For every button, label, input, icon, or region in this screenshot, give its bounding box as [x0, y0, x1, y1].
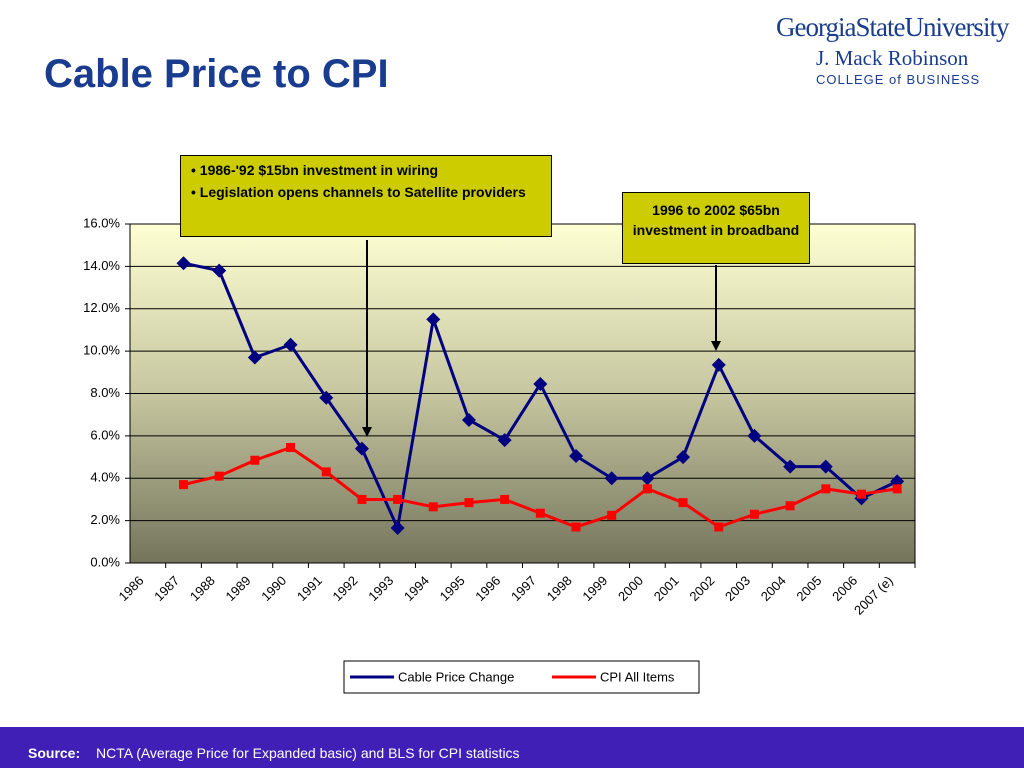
x-tick-label: 1993: [365, 573, 396, 604]
marker: [640, 471, 655, 486]
marker: [390, 521, 405, 536]
marker: [319, 390, 334, 405]
source-label: Source:: [28, 745, 81, 761]
legend-label: Cable Price Change: [398, 669, 514, 684]
y-tick-label: 12.0%: [83, 300, 120, 315]
marker: [247, 350, 262, 365]
marker: [892, 484, 902, 494]
marker: [464, 498, 474, 508]
marker: [212, 263, 227, 278]
annotation: 1996 to 2002 $65bn investment in broadba…: [622, 192, 810, 264]
marker: [571, 522, 581, 532]
marker: [321, 467, 331, 477]
x-tick-label: 2007 (e): [851, 573, 896, 618]
marker: [179, 480, 189, 490]
marker: [821, 484, 831, 494]
chart: 0.0% 2.0% 4.0% 6.0% 8.0% 10.0% 12.0% 14.0% 16.0%…: [83, 215, 916, 694]
marker: [535, 508, 545, 518]
marker: [678, 498, 688, 508]
arrow-head: [711, 341, 721, 351]
x-tick-label: 2000: [615, 573, 646, 604]
x-tick-label: 1989: [223, 573, 254, 604]
source-text: NCTA (Average Price for Expanded basic) …: [96, 745, 520, 761]
marker: [214, 471, 224, 481]
arrow-head: [362, 427, 372, 437]
x-tick-label: 1992: [330, 573, 361, 604]
x-tick-label: 1998: [544, 573, 575, 604]
marker: [461, 412, 476, 427]
marker: [785, 501, 795, 511]
marker: [283, 337, 298, 352]
logo-school: J. Mack Robinson: [816, 46, 969, 70]
marker: [428, 502, 438, 512]
slide-title: Cable Price to CPI: [44, 52, 389, 96]
annotation-bullet: • 1986-'92 $15bn investment in wiring: [191, 162, 439, 178]
marker: [711, 357, 726, 372]
y-tick-label: 6.0%: [90, 427, 120, 442]
marker: [747, 428, 762, 443]
marker: [749, 509, 759, 519]
annotation-bullet: • Legislation opens channels to Satellit…: [191, 184, 526, 200]
x-tick-label: 1997: [508, 573, 539, 604]
x-tick-label: 1990: [258, 573, 289, 604]
x-tick-label: 2003: [722, 573, 753, 604]
marker: [500, 494, 510, 504]
y-tick-label: 4.0%: [90, 470, 120, 485]
x-tick-label: 2004: [758, 573, 789, 604]
logo-university: GeorgiaStateUniversity: [776, 12, 1009, 42]
marker: [642, 484, 652, 494]
x-tick-label: 1995: [437, 573, 468, 604]
marker: [818, 459, 833, 474]
marker: [569, 449, 584, 464]
x-tick-label: 1986: [115, 573, 146, 604]
logo-college: COLLEGE of BUSINESS: [816, 72, 981, 87]
x-tick-label: 1996: [472, 573, 503, 604]
marker: [714, 522, 724, 532]
x-tick-label: 2005: [793, 573, 824, 604]
marker: [497, 433, 512, 448]
legend-label: CPI All Items: [600, 669, 675, 684]
marker: [676, 450, 691, 465]
legend: [343, 660, 700, 694]
marker: [426, 312, 441, 327]
annotation: • 1986-'92 $15bn investment in wiring • …: [180, 155, 552, 237]
marker: [354, 441, 369, 456]
marker: [286, 443, 296, 453]
marker: [176, 256, 191, 271]
x-tick-label: 1991: [294, 573, 325, 604]
marker: [250, 455, 260, 465]
marker: [607, 510, 617, 520]
x-tick-label: 2002: [686, 573, 717, 604]
x-tick-label: 1999: [579, 573, 610, 604]
x-tick-label: 1994: [401, 573, 432, 604]
x-tick-label: 2006: [829, 573, 860, 604]
marker: [357, 494, 367, 504]
marker: [856, 489, 866, 499]
x-tick-label: 1988: [187, 573, 218, 604]
marker: [393, 494, 403, 504]
marker: [533, 376, 548, 391]
y-tick-label: 2.0%: [90, 512, 120, 527]
y-tick-label: 0.0%: [90, 554, 120, 569]
marker: [783, 459, 798, 474]
y-tick-label: 14.0%: [83, 258, 120, 273]
y-tick-label: 8.0%: [90, 385, 120, 400]
y-tick-label: 10.0%: [83, 343, 120, 358]
y-tick-label: 16.0%: [83, 215, 120, 230]
x-tick-label: 1987: [151, 573, 182, 604]
footer: Source: NCTA (Average Price for Expanded…: [0, 727, 1024, 768]
x-tick-label: 2001: [651, 573, 682, 604]
marker: [604, 471, 619, 486]
